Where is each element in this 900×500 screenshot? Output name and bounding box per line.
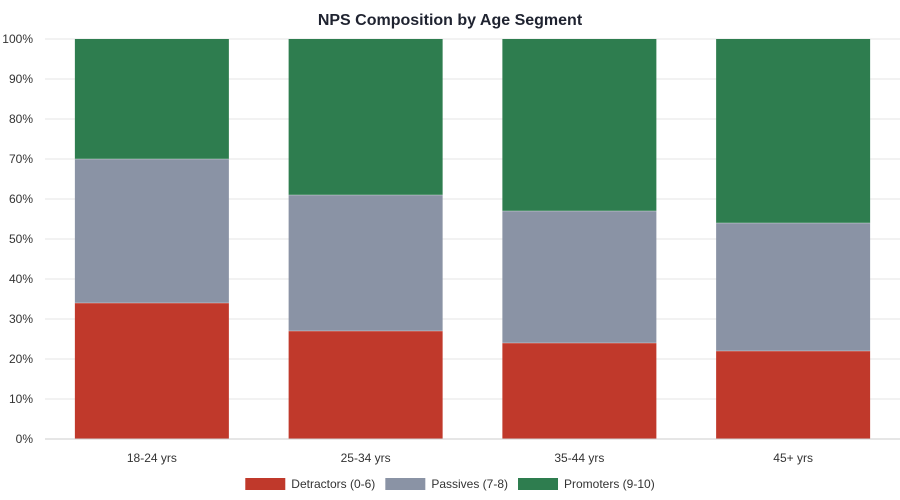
y-tick-label: 0%: [16, 432, 34, 446]
y-tick-label: 80%: [9, 112, 33, 126]
y-tick-label: 50%: [9, 232, 33, 246]
bar-segment: [502, 211, 657, 343]
y-tick-label: 90%: [9, 72, 33, 86]
legend-item[interactable]: Passives (7-8): [385, 477, 508, 491]
x-axis-ticks: 18-24 yrs 25-34 yrs 35-44 yrs 45+ yrs: [127, 451, 813, 465]
legend-swatch: [385, 478, 426, 490]
y-axis-ticks: 0% 10% 20% 30% 40% 50% 60% 70% 80% 90% 100%: [2, 32, 33, 446]
legend-label: Promoters (9-10): [564, 477, 655, 491]
bar-segment: [74, 159, 229, 303]
bar-segment: [288, 195, 443, 331]
bar-segment: [288, 331, 443, 439]
y-tick-label: 60%: [9, 192, 33, 206]
x-tick-label: 45+ yrs: [773, 451, 813, 465]
bar-segment: [716, 223, 871, 351]
y-tick-label: 70%: [9, 152, 33, 166]
bar-segment: [502, 39, 657, 211]
legend-item[interactable]: Promoters (9-10): [518, 477, 655, 491]
bar-segment: [716, 351, 871, 439]
bar-segment: [288, 39, 443, 195]
y-tick-label: 10%: [9, 392, 33, 406]
bar-segment: [74, 39, 229, 159]
legend-item[interactable]: Detractors (0-6): [245, 477, 375, 491]
y-tick-label: 20%: [9, 352, 33, 366]
bar-segment: [74, 303, 229, 439]
x-tick-label: 25-34 yrs: [341, 451, 391, 465]
legend: Detractors (0-6) Passives (7-8) Promoters …: [245, 477, 655, 491]
legend-label: Passives (7-8): [431, 477, 508, 491]
y-tick-label: 40%: [9, 272, 33, 286]
legend-swatch: [245, 478, 286, 490]
chart-title: NPS Composition by Age Segment: [318, 12, 583, 29]
legend-swatch: [518, 478, 559, 490]
bar-segment: [716, 39, 871, 223]
bar-segment: [502, 343, 657, 439]
x-tick-label: 18-24 yrs: [127, 451, 177, 465]
x-tick-label: 35-44 yrs: [554, 451, 604, 465]
y-tick-label: 30%: [9, 312, 33, 326]
legend-label: Detractors (0-6): [291, 477, 375, 491]
y-tick-label: 100%: [2, 32, 33, 46]
bars: [74, 39, 871, 439]
